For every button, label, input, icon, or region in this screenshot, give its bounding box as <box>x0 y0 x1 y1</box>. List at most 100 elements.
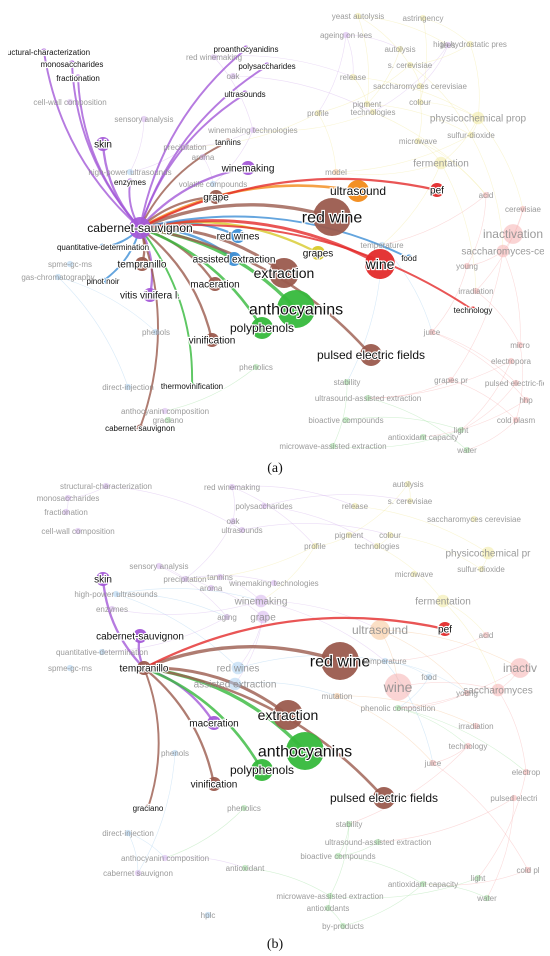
label-light: light <box>471 874 486 883</box>
background-link <box>164 366 257 412</box>
label-volatile-compounds: volatile compounds <box>179 180 247 189</box>
node-pef <box>430 183 444 197</box>
node-lees <box>444 41 452 49</box>
label-juice: juice <box>424 759 442 768</box>
label-saccharomyces: saccharomyces <box>463 686 532 697</box>
label-pef: pef <box>430 186 444 197</box>
background-link <box>260 600 381 631</box>
label-colour: colour <box>379 531 401 540</box>
label-cell-wall-composition: cell-wall composition <box>41 527 114 536</box>
node-phenols <box>171 749 179 757</box>
label-saccharomyces-cerevisiae: saccharomyces cerevisiae <box>373 82 467 91</box>
label-antioxidant-capacity: antioxidant capacity <box>388 433 458 442</box>
node-cold-pl <box>524 866 532 874</box>
label-aging: aging <box>217 613 237 622</box>
node-light <box>457 426 465 434</box>
label-pulsed-electri: pulsed electri <box>490 794 537 803</box>
node-pulsed-electric-fie <box>512 379 520 387</box>
background-link <box>460 360 512 431</box>
background-link <box>184 112 319 148</box>
background-link <box>337 855 424 885</box>
background-link <box>397 707 527 773</box>
node-precipitation <box>181 143 189 151</box>
label-electropora: electropora <box>491 357 532 366</box>
node-extraction <box>269 258 299 288</box>
label-stability: stability <box>336 820 363 829</box>
node-saccharomyces-ce <box>496 244 510 258</box>
node-food <box>405 254 413 262</box>
label-wine: wine <box>365 256 395 272</box>
label-food: food <box>401 254 417 263</box>
labels: skin cabernet-sauvignon tempranillo macerat… <box>37 480 541 931</box>
label-graciano: graciano <box>153 416 184 425</box>
node-red-wines <box>231 661 245 675</box>
label-red-wines: red wines <box>217 664 260 675</box>
node-graciano <box>144 804 152 812</box>
node-red-winemaking <box>228 483 236 491</box>
node-temperature <box>381 657 389 665</box>
link-extraction <box>143 666 289 717</box>
label-polysaccharides: polysaccharides <box>238 62 295 71</box>
background-link <box>345 34 401 50</box>
node-sulfur-dioxide <box>477 565 485 573</box>
background-link <box>379 629 468 694</box>
node-young <box>463 262 471 270</box>
label-acid: acid <box>479 631 494 640</box>
background-link <box>397 692 468 709</box>
background-link <box>212 129 254 185</box>
label-anthocyanins: anthocyanins <box>258 744 352 761</box>
label-cabernet-sauvignon: cabernet sauvignon <box>103 869 173 878</box>
background-link <box>477 117 524 210</box>
label-hhp: hhp <box>519 396 533 405</box>
focus-links <box>43 48 474 429</box>
label-monosaccharides: monosaccharides <box>41 60 104 69</box>
label-vinification: vinification <box>189 336 236 347</box>
background-link <box>67 485 107 499</box>
background-link <box>442 600 499 691</box>
node-tannins <box>216 573 224 581</box>
label-cabernet-sauvignon: cabernet-sauvignon <box>87 221 192 235</box>
label-aroma: aroma <box>200 584 223 593</box>
label-tannins: tannins <box>215 138 241 147</box>
label-wine: wine <box>383 679 413 695</box>
label-precipitation: precipitation <box>163 143 206 152</box>
node-astringency <box>419 14 427 22</box>
background-link <box>477 771 527 879</box>
label-oak: oak <box>227 72 241 81</box>
label-gas-chromatography: gas-chromatography <box>21 273 94 282</box>
label-microwave-assisted-extraction: microwave-assisted extraction <box>279 442 386 451</box>
node-juice <box>429 759 437 767</box>
node-technologies <box>369 108 377 116</box>
node-ultrasounds <box>241 90 249 98</box>
node-monosaccharides <box>68 60 76 68</box>
background-link <box>417 140 487 196</box>
label-skin: skin <box>94 140 112 151</box>
node-phenolics <box>240 804 248 812</box>
node-physicochemical-pr <box>481 546 495 560</box>
label-oak: oak <box>227 517 241 526</box>
background-link <box>263 505 378 547</box>
link-pef <box>143 616 446 670</box>
label-phenolics: phenolics <box>239 363 273 372</box>
background-link <box>417 101 422 142</box>
background-link <box>469 43 480 119</box>
label-physicochemical-prop: physicochemical prop <box>430 114 527 125</box>
label-structural-characterization: structural-characterization <box>60 482 152 491</box>
node-pulsed-electric-fields <box>373 787 395 809</box>
background-link <box>466 194 487 267</box>
background-link <box>332 381 348 447</box>
background-link <box>231 485 356 507</box>
node-irradiation <box>472 722 480 730</box>
node-assisted-extraction <box>228 677 242 691</box>
label-quantitative-determination: quantitative-determination <box>57 243 149 252</box>
background-link <box>184 520 234 580</box>
node-vitis-vinifera-l <box>143 288 157 302</box>
node-anthocyanins <box>277 290 315 328</box>
node-antioxidant <box>241 864 249 872</box>
node-water <box>463 446 471 454</box>
node-polyphenols <box>251 317 273 339</box>
background-link <box>466 419 517 451</box>
node-water <box>483 894 491 902</box>
label-s-cerevisiae: s. cerevisiae <box>388 497 433 506</box>
label-temperature: temperature <box>360 241 404 250</box>
